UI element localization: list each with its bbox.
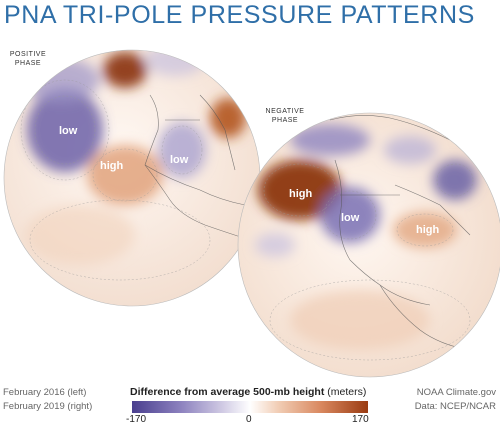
left-globe: [3, 49, 261, 307]
legend-max-label: 170: [352, 414, 369, 425]
dates-line2: February 2019 (right): [3, 401, 93, 412]
right-coastlines: [329, 115, 471, 351]
dates-note: February 2016 (left) February 2019 (righ…: [3, 386, 92, 414]
legend-title: Difference from average 500-mb height (m…: [130, 386, 366, 398]
credit-line2: Data: NCEP/NCAR: [414, 401, 496, 412]
right-globe: [237, 112, 500, 378]
left-anomaly-field: [20, 50, 246, 265]
left-low-pacific-label: low: [59, 125, 78, 137]
negative-phase-label: NEGATIVE PHASE: [262, 107, 308, 125]
dates-line1: February 2016 (left): [3, 387, 87, 398]
color-scale-bar: [132, 401, 368, 413]
left-contours: [20, 79, 211, 281]
credit-line1: NOAA Climate.gov: [416, 387, 496, 398]
page-title: PNA TRI-POLE PRESSURE PATTERNS: [4, 1, 475, 29]
right-contours: [263, 163, 474, 361]
right-high-pacific-label: high: [289, 188, 312, 200]
right-anomaly-field: [255, 124, 477, 350]
negative-phase-line1: NEGATIVE: [265, 108, 305, 115]
positive-phase-line2: PHASE: [14, 60, 42, 67]
negative-phase-line2: PHASE: [271, 117, 299, 124]
legend-min-label: -170: [126, 414, 147, 425]
legend-mid-label: 0: [246, 414, 252, 425]
left-low-east-label: low: [170, 154, 189, 166]
right-high-east-label: high: [416, 224, 439, 236]
right-low-west-label: low: [341, 212, 360, 224]
positive-phase-label: POSITIVE PHASE: [6, 50, 50, 68]
positive-phase-line1: POSITIVE: [9, 51, 47, 58]
legend-title-main: Difference from average 500-mb height: [130, 386, 325, 398]
legend-title-unit: (meters): [327, 386, 367, 398]
credits: NOAA Climate.gov Data: NCEP/NCAR: [415, 386, 496, 414]
left-high-west-label: high: [100, 160, 123, 172]
